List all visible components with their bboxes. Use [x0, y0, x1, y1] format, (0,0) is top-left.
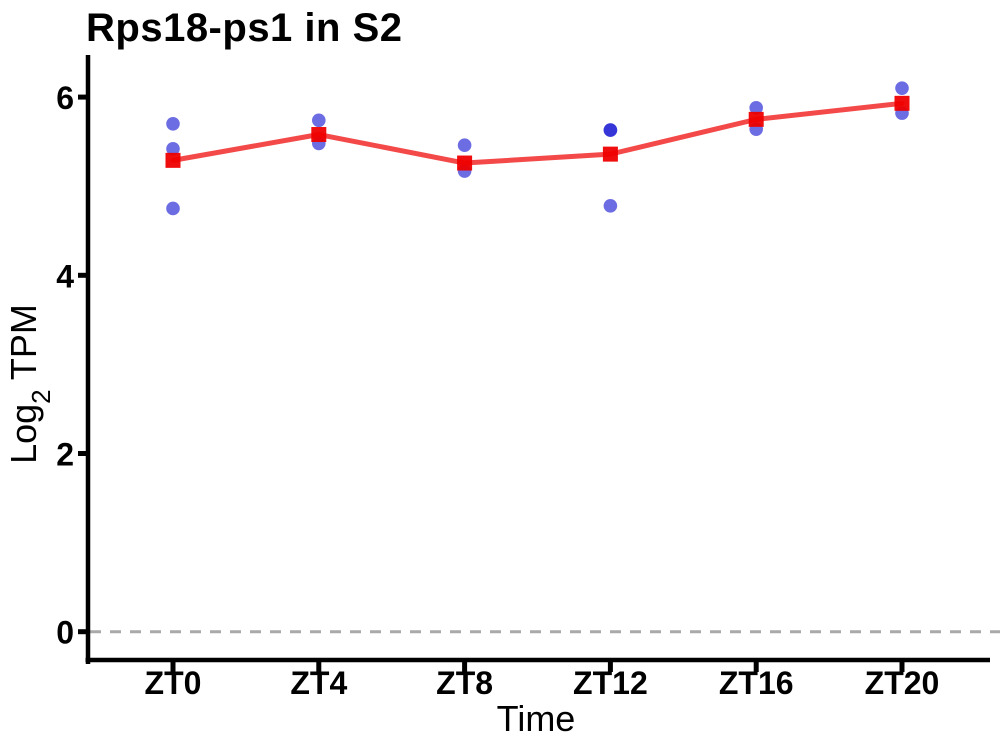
replicate-point: [603, 198, 618, 213]
y-tick-label: 4: [56, 258, 74, 294]
replicate-point: [166, 117, 180, 131]
mean-point-marker: [748, 111, 764, 127]
chart-title: Rps18-ps1 in S2: [86, 6, 403, 50]
mean-point-marker: [311, 127, 327, 143]
replicate-point: [895, 81, 909, 95]
mean-point-marker: [457, 155, 473, 171]
replicate-point: [166, 141, 180, 156]
y-tick-label: 0: [56, 615, 74, 651]
mean-point-marker: [894, 95, 910, 111]
x-axis-title: Time: [496, 698, 576, 739]
x-tick-label: ZT12: [573, 665, 648, 701]
x-tick-label: ZT8: [436, 665, 493, 701]
y-tick-label: 6: [56, 80, 74, 116]
x-tick-label: ZT20: [865, 665, 940, 701]
replicate-point: [457, 138, 472, 153]
x-tick-label: ZT4: [290, 665, 347, 701]
mean-point-marker: [602, 146, 618, 162]
replicate-point: [166, 201, 180, 216]
replicate-point: [603, 123, 618, 137]
mean-line: [170, 100, 905, 166]
replicate-point: [749, 100, 763, 115]
x-tick-label: ZT0: [145, 665, 202, 701]
y-tick-label: 2: [56, 437, 74, 473]
x-tick-label: ZT16: [719, 665, 794, 701]
replicate-point: [312, 113, 326, 128]
mean-point-marker: [165, 152, 181, 168]
